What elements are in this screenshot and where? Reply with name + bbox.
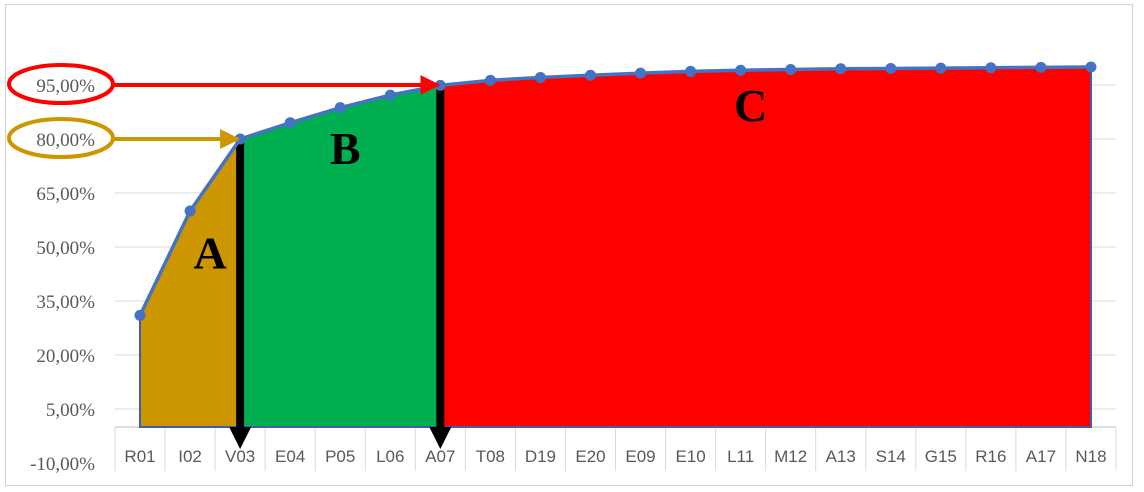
x-tick-label-p05: P05 — [325, 447, 355, 466]
x-tick-label-r16: R16 — [975, 447, 1006, 466]
zone-label-a: A — [193, 228, 226, 279]
x-tick-label-a17: A17 — [1026, 447, 1056, 466]
x-tick-label-g15: G15 — [925, 447, 957, 466]
y-tick-label: -10,00% — [30, 454, 95, 475]
y-tick-label: 20,00% — [36, 346, 95, 367]
data-point-t08 — [484, 74, 496, 86]
y-tick-label: 5,00% — [46, 400, 95, 421]
x-tick-label-v03: V03 — [225, 447, 255, 466]
zone-label-b: B — [330, 123, 361, 174]
boundary-down-arrow-0 — [229, 427, 252, 449]
y-tick-label: 35,00% — [36, 292, 95, 313]
x-tick-label-s14: S14 — [876, 447, 906, 466]
data-point-g15 — [935, 62, 947, 74]
threshold-ellipse-95 — [7, 63, 115, 105]
y-tick-label: 80,00% — [36, 130, 95, 151]
data-point-n18 — [1085, 61, 1097, 73]
data-point-l11 — [735, 64, 747, 76]
data-point-m12 — [785, 64, 797, 76]
x-tick-label-l11: L11 — [727, 447, 754, 466]
data-point-e10 — [685, 65, 697, 77]
data-point-s14 — [885, 62, 897, 74]
x-tick-label-e09: E09 — [625, 447, 655, 466]
x-tick-label-t08: T08 — [476, 447, 505, 466]
boundary-down-arrow-1 — [429, 427, 452, 449]
data-point-p05 — [334, 102, 346, 114]
data-point-r16 — [985, 62, 997, 74]
data-point-e09 — [635, 67, 647, 79]
x-tick-label-i02: I02 — [178, 447, 202, 466]
y-tick-label: 65,00% — [36, 184, 95, 205]
data-point-d19 — [534, 71, 546, 83]
x-tick-label-d19: D19 — [525, 447, 556, 466]
cumulative-line — [138, 65, 1091, 317]
zone-label-c: C — [734, 80, 767, 131]
x-tick-label-e10: E10 — [675, 447, 705, 466]
data-point-a13 — [835, 63, 847, 75]
data-point-r01 — [134, 309, 146, 321]
x-tick-label-a07: A07 — [425, 447, 455, 466]
data-point-i02 — [184, 205, 196, 217]
x-tick-label-m12: M12 — [774, 447, 807, 466]
data-point-e04 — [284, 117, 296, 129]
data-point-e20 — [584, 69, 596, 81]
x-tick-label-r01: R01 — [124, 447, 155, 466]
x-tick-label-a13: A13 — [826, 447, 856, 466]
x-tick-label-e20: E20 — [575, 447, 605, 466]
x-tick-label-l06: L06 — [376, 447, 404, 466]
threshold-ellipse-80 — [7, 117, 115, 159]
x-tick-label-e04: E04 — [275, 447, 305, 466]
y-tick-label: 50,00% — [36, 238, 95, 259]
data-point-l06 — [384, 89, 396, 101]
y-tick-label: 95,00% — [36, 76, 95, 97]
x-tick-label-n18: N18 — [1075, 447, 1106, 466]
data-point-a17 — [1035, 61, 1047, 73]
